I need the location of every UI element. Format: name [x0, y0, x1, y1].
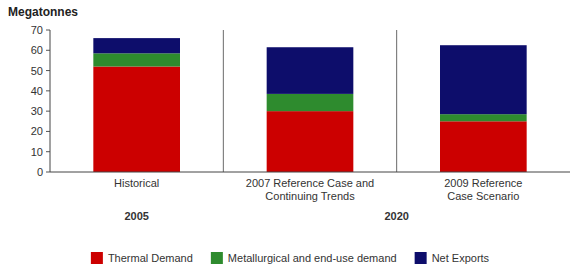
legend-label: Net Exports — [432, 252, 490, 264]
y-axis — [50, 30, 51, 172]
y-tick — [46, 30, 50, 31]
x-tick-label-line: 2009 Reference — [444, 177, 522, 189]
y-tick — [46, 90, 50, 91]
y-tick — [46, 151, 50, 152]
y-tick-label: 60 — [31, 44, 43, 56]
y-tick-label: 20 — [31, 125, 43, 137]
divider — [223, 30, 224, 172]
legend-label: Metallurgical and end-use demand — [228, 252, 397, 264]
y-tick — [46, 50, 50, 51]
y-tick — [46, 70, 50, 71]
bar-segment — [440, 114, 527, 121]
legend-swatch — [91, 252, 103, 264]
bar-segment — [93, 67, 180, 172]
legend: Thermal Demand Metallurgical and end-use … — [91, 252, 490, 264]
x-tick-label-line: Case Scenario — [447, 190, 519, 202]
divider — [396, 30, 397, 172]
y-tick-label: 50 — [31, 65, 43, 77]
y-tick-label: 70 — [31, 24, 43, 36]
y-tick-label: 0 — [37, 166, 43, 178]
bar-segment — [440, 121, 527, 172]
y-tick — [46, 111, 50, 112]
x-axis — [50, 172, 570, 173]
legend-swatch — [211, 252, 223, 264]
bar-segment — [93, 38, 180, 53]
y-tick-label: 30 — [31, 105, 43, 117]
page: {"chart_data": {"type": "bar", "stacked"… — [0, 0, 580, 278]
x-tick-label-line: Historical — [114, 177, 159, 189]
y-tick-label: 40 — [31, 85, 43, 97]
y-tick-label: 10 — [31, 146, 43, 158]
bars — [93, 38, 526, 172]
x-tick-label: Historical — [114, 177, 159, 189]
bar-segment — [93, 53, 180, 66]
y-tick — [46, 131, 50, 132]
year-label: 2005 — [124, 210, 148, 222]
x-tick-label: 2009 ReferenceCase Scenario — [444, 177, 522, 202]
y-label: Megatonnes — [8, 5, 78, 19]
x-tick-label-line: Continuing Trends — [265, 190, 355, 202]
x-tick-label-line: 2007 Reference Case and — [246, 177, 374, 189]
legend-label: Thermal Demand — [108, 252, 193, 264]
bar-segment — [440, 45, 527, 114]
year-label: 2020 — [384, 210, 408, 222]
chart: Megatonnes 0 10 20 30 40 50 60 70 Historical 2007 … — [0, 0, 580, 278]
bar-segment — [267, 111, 354, 172]
x-tick-label: 2007 Reference Case andContinuing Trends — [246, 177, 374, 202]
y-tick — [46, 172, 50, 173]
bar-segment — [267, 94, 354, 111]
legend-swatch — [415, 252, 427, 264]
bar-segment — [267, 47, 354, 94]
